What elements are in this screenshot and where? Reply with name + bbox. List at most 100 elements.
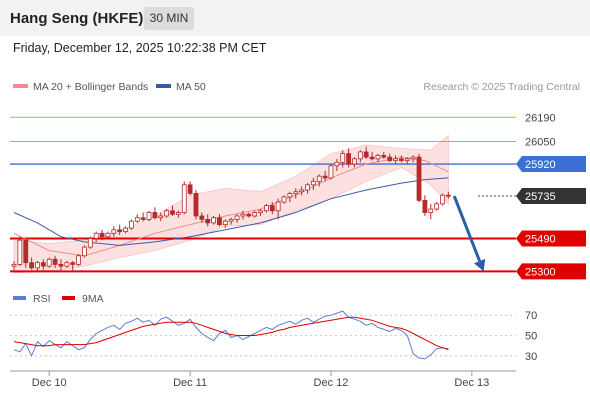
rsi-ma-legend-swatch xyxy=(62,296,75,300)
candle-body xyxy=(357,151,363,160)
candle-body xyxy=(228,219,234,222)
x-tick-label: Dec 13 xyxy=(454,377,489,389)
candle-body xyxy=(35,262,40,269)
timeframe-button[interactable]: 30 MIN xyxy=(144,7,194,30)
level-label-26050: 26050 xyxy=(525,137,556,149)
candle-body xyxy=(199,215,205,220)
candle-body xyxy=(93,232,99,239)
candle-body xyxy=(217,217,222,226)
candle-body xyxy=(363,151,369,158)
candle-body xyxy=(134,217,140,222)
candle-body xyxy=(193,193,199,217)
candle-body xyxy=(40,262,46,267)
candle-body xyxy=(64,262,70,267)
candle-body xyxy=(140,217,146,220)
candle-body xyxy=(87,238,93,248)
level-tag-25920 xyxy=(516,156,586,173)
ma20-legend-swatch xyxy=(13,84,28,88)
level-tag-25490 xyxy=(516,230,586,247)
level-label-26190: 26190 xyxy=(525,112,556,124)
rsi-tick-label: 30 xyxy=(525,351,537,363)
x-axis-ticks: Dec 10 Dec 11 Dec 12 Dec 13 xyxy=(32,371,489,389)
candle-body xyxy=(181,184,187,213)
candle-body xyxy=(322,175,328,179)
candle-body xyxy=(310,180,316,186)
candle-body xyxy=(82,246,87,257)
candle-body xyxy=(399,158,404,161)
candle-body xyxy=(264,205,269,212)
candle-body xyxy=(316,175,322,182)
rsi-panel: 70 50 30 xyxy=(10,310,537,363)
forecast-arrow-head xyxy=(474,258,486,272)
candle-body xyxy=(293,191,299,194)
candle-body xyxy=(23,239,29,264)
level-label-25735: 25735 xyxy=(525,191,556,203)
candle-body xyxy=(393,158,398,161)
candle-body xyxy=(175,212,181,215)
level-label-25490: 25490 xyxy=(525,233,556,245)
datetime-label: Friday, December 12, 2025 10:22:38 PM CE… xyxy=(13,41,267,55)
candle-body xyxy=(440,194,445,205)
level-tag-25300 xyxy=(516,263,586,280)
rsi-series-rsi xyxy=(13,310,449,360)
candle-body xyxy=(258,210,263,213)
rsi-legend-label: RSI xyxy=(33,293,51,305)
candle-body xyxy=(70,262,76,265)
x-tick-label: Dec 12 xyxy=(314,377,349,389)
candle-body xyxy=(281,196,287,203)
rsi-ma-legend-label: 9MA xyxy=(82,293,104,305)
candle-body xyxy=(29,262,35,269)
candle-body xyxy=(381,154,387,158)
candle-body xyxy=(299,189,305,193)
candle-body xyxy=(252,212,258,217)
candle-body xyxy=(240,213,246,217)
candle-body xyxy=(352,158,357,165)
candle-body xyxy=(158,215,164,219)
level-tag-25735 xyxy=(516,188,586,205)
rsi-tick-label: 70 xyxy=(525,310,537,322)
ma50-legend-label: MA 50 xyxy=(176,81,206,93)
candle-body xyxy=(404,158,410,161)
rsi-legend-swatch xyxy=(13,296,26,300)
candle-body xyxy=(340,153,346,163)
candle-body xyxy=(422,199,428,213)
credit-label: Research © 2025 Trading Central xyxy=(423,81,580,93)
candle-body xyxy=(222,220,228,226)
ma50-legend-swatch xyxy=(156,84,171,88)
candle-body xyxy=(105,232,111,238)
candle-body xyxy=(211,217,216,224)
candle-body xyxy=(152,212,158,219)
x-tick-label: Dec 10 xyxy=(32,377,67,389)
rsi-series-9ma xyxy=(13,316,449,351)
candle-body xyxy=(369,156,375,160)
candle-body xyxy=(123,227,128,232)
forecast-arrow-shaft xyxy=(452,195,482,262)
candle-body xyxy=(128,220,134,229)
candle-body xyxy=(328,165,334,179)
candle-body xyxy=(52,258,58,265)
candle-body xyxy=(334,161,340,167)
candle-body xyxy=(305,184,310,191)
candle-body xyxy=(205,219,211,224)
candle-body xyxy=(170,210,175,215)
candle-body xyxy=(58,264,64,267)
x-tick-label: Dec 11 xyxy=(173,377,207,389)
candle-body xyxy=(111,229,117,234)
candle-body xyxy=(117,229,123,232)
ma20-legend-label: MA 20 + Bollinger Bands xyxy=(33,81,148,93)
instrument-title: Hang Seng (HKFE) xyxy=(10,10,144,27)
candle-body xyxy=(269,205,275,212)
price-panel: 26190 26050 25920 25735 25490 25300 xyxy=(10,112,586,280)
candle-body xyxy=(445,194,451,197)
candle-body xyxy=(187,184,193,194)
candle-body xyxy=(11,264,17,267)
candle-body xyxy=(416,156,422,201)
candle-body xyxy=(287,193,293,198)
ma50-line xyxy=(13,177,449,246)
header-bar xyxy=(0,0,590,36)
level-label-25300: 25300 xyxy=(525,266,556,278)
candle-body xyxy=(387,156,393,161)
candle-body xyxy=(428,208,434,213)
candle-body xyxy=(434,203,440,210)
candle-body xyxy=(164,210,170,217)
